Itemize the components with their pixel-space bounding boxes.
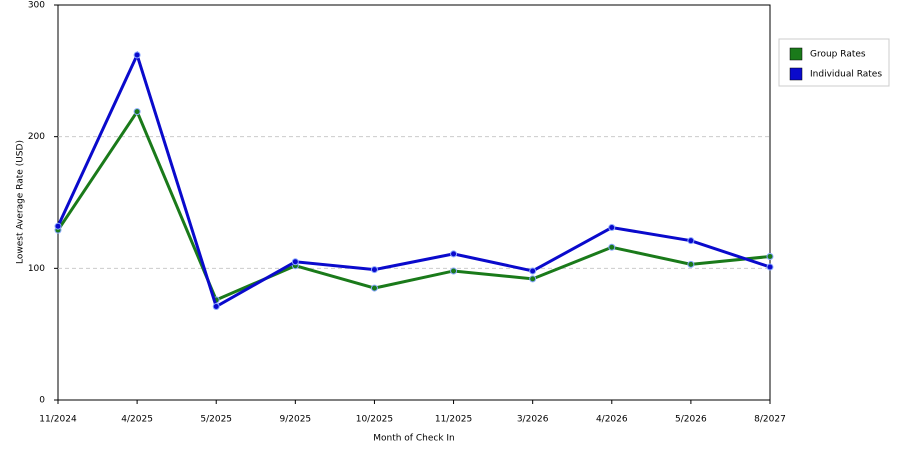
point	[212, 303, 220, 311]
point	[450, 267, 458, 275]
x-tick-label: 10/2025	[356, 415, 393, 425]
x-tick-label: 4/2025	[121, 415, 153, 425]
point	[766, 252, 774, 260]
point	[687, 260, 695, 268]
x-tick-label: 11/2024	[39, 415, 77, 425]
y-tick-label: 200	[28, 132, 45, 142]
y-tick-label: 300	[28, 1, 45, 11]
y-tick-label: 100	[28, 264, 45, 274]
series-line	[56, 50, 771, 309]
point	[766, 263, 774, 271]
x-tick-label: 3/2026	[517, 415, 549, 425]
point	[529, 275, 537, 283]
legend-swatch	[789, 47, 803, 61]
x-tick-label: 5/2026	[675, 415, 707, 425]
point	[133, 51, 141, 59]
point	[608, 243, 616, 251]
point	[370, 284, 378, 292]
point	[687, 237, 695, 245]
x-tick-label: 8/2027	[754, 415, 786, 425]
x-axis-label: Month of Check In	[373, 434, 455, 444]
point	[450, 250, 458, 258]
point	[608, 224, 616, 232]
point	[529, 267, 537, 275]
point	[291, 258, 299, 266]
x-tick-label: 5/2025	[200, 415, 232, 425]
x-tick-label: 4/2026	[596, 415, 628, 425]
legend-swatch	[789, 67, 803, 81]
y-tick-label: 0	[39, 396, 45, 406]
legend-label: Group Rates	[810, 50, 866, 60]
series-line	[56, 108, 771, 302]
point	[54, 222, 62, 230]
legend-label: Individual Rates	[810, 70, 882, 80]
y-axis-label: Lowest Average Rate (USD)	[16, 140, 26, 264]
x-tick-label: 9/2025	[279, 415, 311, 425]
point	[133, 108, 141, 116]
x-tick-label: 11/2025	[435, 415, 472, 425]
plot-area	[57, 4, 771, 401]
point	[370, 266, 378, 274]
